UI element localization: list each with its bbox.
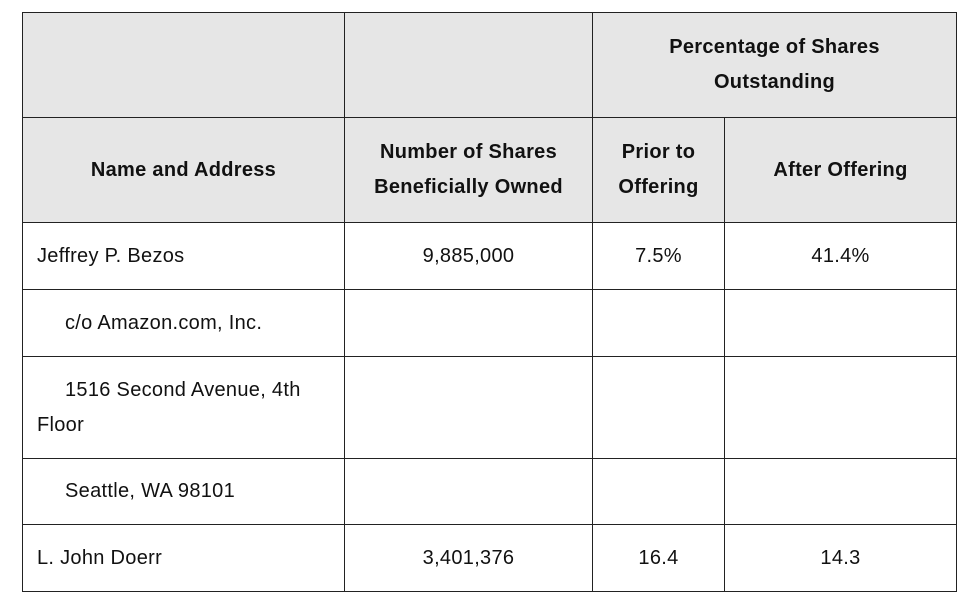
- after-pct-value: [724, 458, 957, 525]
- holder-address-line: Seattle, WA 98101: [22, 458, 345, 525]
- holder-address-line: c/o Amazon.com, Inc.: [22, 289, 345, 357]
- shares-value: [344, 289, 593, 357]
- beneficial-ownership-table: Percentage of Shares Outstanding Name an…: [22, 12, 957, 592]
- prior-pct-value: [592, 289, 725, 357]
- header-row-columns: Name and Address Number of Shares Benefi…: [22, 117, 957, 223]
- after-pct-value: 14.3: [724, 524, 957, 592]
- table-row: c/o Amazon.com, Inc.: [22, 289, 957, 357]
- header-blank-cell: [22, 12, 345, 118]
- shares-value: [344, 356, 593, 459]
- holder-name: L. John Doerr: [22, 524, 345, 592]
- prior-pct-value: [592, 356, 725, 459]
- table-row: Seattle, WA 98101: [22, 458, 957, 525]
- table-row: 1516 Second Avenue, 4th Floor: [22, 356, 957, 459]
- after-pct-value: [724, 289, 957, 357]
- after-pct-value: [724, 356, 957, 459]
- prior-pct-value: 7.5%: [592, 222, 725, 290]
- after-pct-value: 41.4%: [724, 222, 957, 290]
- table-row: Jeffrey P. Bezos 9,885,000 7.5% 41.4%: [22, 222, 957, 290]
- header-shares-owned: Number of Shares Beneficially Owned: [344, 117, 593, 223]
- header-row-group: Percentage of Shares Outstanding: [22, 12, 957, 118]
- prior-pct-value: [592, 458, 725, 525]
- holder-address-line: 1516 Second Avenue, 4th Floor: [22, 356, 345, 459]
- header-after-offering: After Offering: [724, 117, 957, 223]
- shares-value: 3,401,376: [344, 524, 593, 592]
- prior-pct-value: 16.4: [592, 524, 725, 592]
- header-percentage-outstanding: Percentage of Shares Outstanding: [592, 12, 957, 118]
- shares-value: [344, 458, 593, 525]
- holder-name: Jeffrey P. Bezos: [22, 222, 345, 290]
- table-row: L. John Doerr 3,401,376 16.4 14.3: [22, 524, 957, 592]
- header-blank-cell: [344, 12, 593, 118]
- header-name-address: Name and Address: [22, 117, 345, 223]
- shares-value: 9,885,000: [344, 222, 593, 290]
- header-prior-to-offering: Prior to Offering: [592, 117, 725, 223]
